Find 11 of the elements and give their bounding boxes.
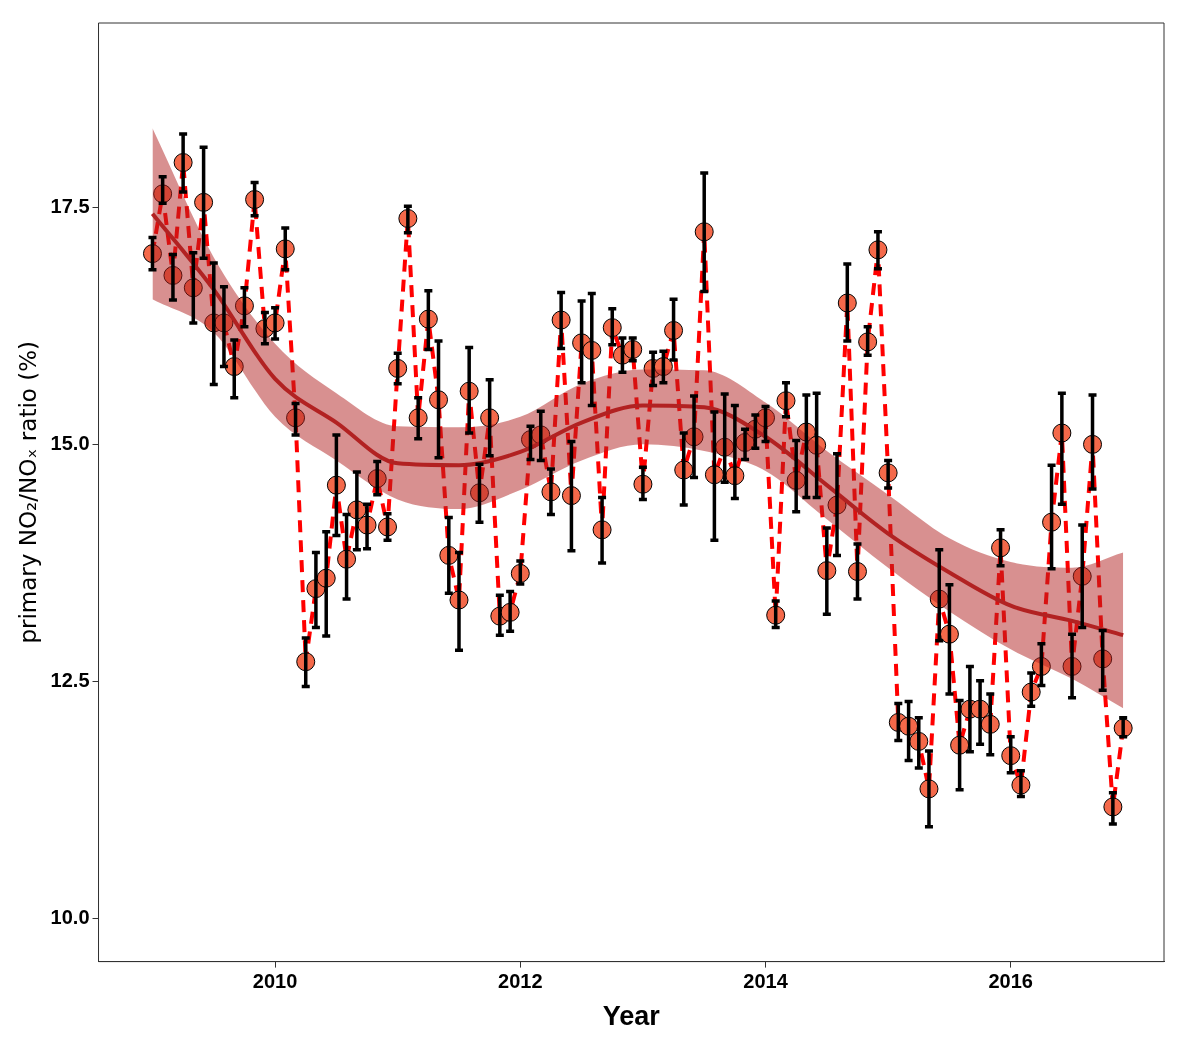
- line-series: [150, 211, 1126, 638]
- x-tick-label: 2012: [498, 970, 543, 993]
- x-tick-label: 2016: [988, 970, 1033, 993]
- y-tick-label: 17.5: [50, 194, 90, 217]
- x-axis-title: Year: [602, 1001, 661, 1032]
- x-tick-label: 2014: [743, 970, 789, 993]
- y-tick-label: 10.0: [50, 906, 90, 929]
- y-tick-label: 12.5: [50, 669, 90, 692]
- x-tick-label: 2010: [252, 970, 298, 993]
- y-tick-label: 15.0: [50, 431, 90, 454]
- y-axis-title: primary NO₂/NOₓ ratio (%): [14, 341, 41, 644]
